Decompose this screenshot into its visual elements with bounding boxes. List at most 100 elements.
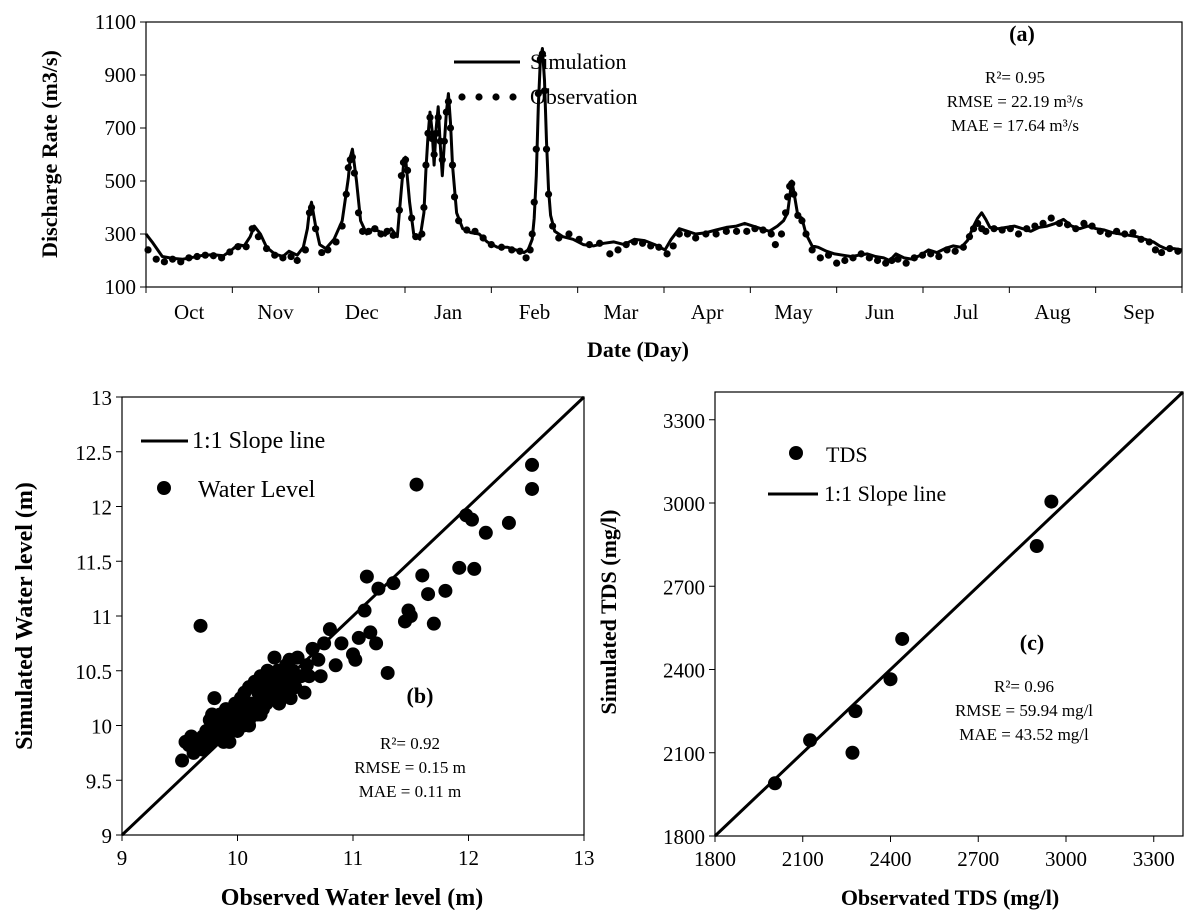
discharge-chart: 100 300 500 700 900 1100 Oct Nov Dec Jan Feb Mar Apr…	[37, 10, 1183, 362]
observation-point	[965, 233, 974, 241]
data-point	[464, 512, 479, 527]
y-tick-label-b: 11	[92, 605, 112, 629]
observation-point	[526, 246, 534, 254]
data-point	[415, 568, 430, 583]
data-point	[302, 669, 317, 684]
data-point	[175, 753, 190, 768]
observation-point	[974, 219, 982, 227]
observation-point	[528, 230, 536, 238]
observation-point	[788, 180, 796, 188]
observation-point	[1096, 227, 1104, 235]
data-point	[193, 618, 208, 633]
observation-point	[841, 256, 849, 265]
x-tick-label-b: 13	[574, 846, 595, 870]
data-point	[351, 630, 366, 645]
data-point	[525, 457, 540, 472]
observation-point	[824, 251, 833, 259]
data-point	[328, 658, 343, 673]
x-tick-label-c: 2700	[957, 847, 999, 871]
observation-point	[549, 222, 557, 230]
data-point	[883, 672, 898, 687]
legend-marker-observation	[458, 93, 517, 101]
observation-point	[544, 190, 553, 198]
observation-point	[622, 241, 630, 249]
observation-point	[702, 230, 710, 238]
observation-point	[377, 230, 385, 238]
observation-point	[408, 214, 416, 222]
stat-mae-a: MAE = 17.64 m³/s	[951, 116, 1079, 135]
y-tick-label-b: 10.5	[75, 660, 112, 684]
observation-point	[927, 250, 935, 258]
legend-label-slope-c: 1:1 Slope line	[824, 481, 946, 506]
observation-point	[287, 252, 295, 261]
data-point	[845, 745, 860, 760]
panel-label-a: (a)	[1009, 21, 1035, 46]
data-point	[386, 576, 401, 591]
stat-mae-c: MAE = 43.52 mg/l	[959, 725, 1089, 744]
y-tick-label-a: 1100	[95, 10, 136, 34]
observation-point	[342, 190, 350, 198]
data-point	[282, 674, 297, 689]
observation-point	[324, 246, 332, 254]
tds-chart: 1800 2100 2400 2700 3000 3300 1800 2100 2400 2700…	[596, 390, 1185, 910]
observation-point	[585, 241, 594, 249]
observation-point	[279, 254, 287, 262]
observation-point	[471, 227, 479, 235]
data-point	[299, 658, 314, 673]
observation-point	[575, 235, 583, 243]
data-point	[270, 687, 285, 702]
stat-r2-a: R²= 0.95	[985, 68, 1045, 87]
observation-point	[816, 254, 824, 262]
observation-point	[307, 203, 316, 212]
observation-point	[565, 230, 573, 238]
observation-point	[428, 135, 436, 143]
x-tick-label-c: 3300	[1133, 847, 1175, 871]
observation-point	[318, 248, 326, 257]
observation-point	[422, 161, 430, 169]
stat-r2-b: R²= 0.92	[380, 734, 440, 753]
observation-point	[234, 243, 242, 251]
stat-rmse-c: RMSE = 59.94 mg/l	[955, 701, 1093, 720]
observation-point	[397, 172, 406, 180]
y-tick-label-a: 500	[105, 169, 137, 193]
y-tick-label-a: 100	[105, 275, 137, 299]
y-tick-label-c: 2700	[663, 575, 705, 599]
observation-point	[777, 230, 786, 238]
y-tick-label-a: 300	[105, 222, 137, 246]
observation-point	[418, 230, 426, 238]
data-point	[247, 696, 262, 711]
data-point	[305, 641, 320, 656]
legend-label-water-level: Water Level	[198, 477, 316, 503]
observation-point	[781, 209, 790, 217]
y-tick-label-c: 3000	[663, 492, 705, 516]
observation-point	[1137, 235, 1145, 243]
data-point	[371, 581, 386, 596]
y-tick-label-b: 9.5	[86, 769, 112, 793]
data-point	[311, 652, 326, 667]
x-tick-label-b: 10	[227, 846, 248, 870]
observation-point	[794, 211, 802, 220]
data-point	[369, 636, 384, 651]
data-point	[438, 583, 453, 598]
observation-point	[751, 225, 759, 233]
data-point	[467, 561, 482, 576]
observation-point	[201, 251, 209, 259]
observation-point	[538, 50, 547, 58]
observation-point	[540, 87, 549, 95]
observation-point	[530, 198, 538, 206]
data-point	[767, 776, 782, 791]
observation-point	[420, 203, 428, 212]
y-tick-label-b: 10	[91, 715, 112, 739]
observation-point	[332, 238, 340, 246]
observation-point	[144, 246, 152, 254]
observation-point	[790, 190, 798, 198]
observation-point	[865, 254, 873, 262]
y-tick-label-a: 700	[105, 116, 137, 140]
observation-point	[802, 230, 810, 238]
observation-point	[1047, 214, 1055, 222]
observation-point	[358, 227, 367, 235]
observation-point	[771, 241, 779, 249]
data-point	[380, 665, 395, 680]
y-tick-label-c: 1800	[663, 825, 705, 849]
